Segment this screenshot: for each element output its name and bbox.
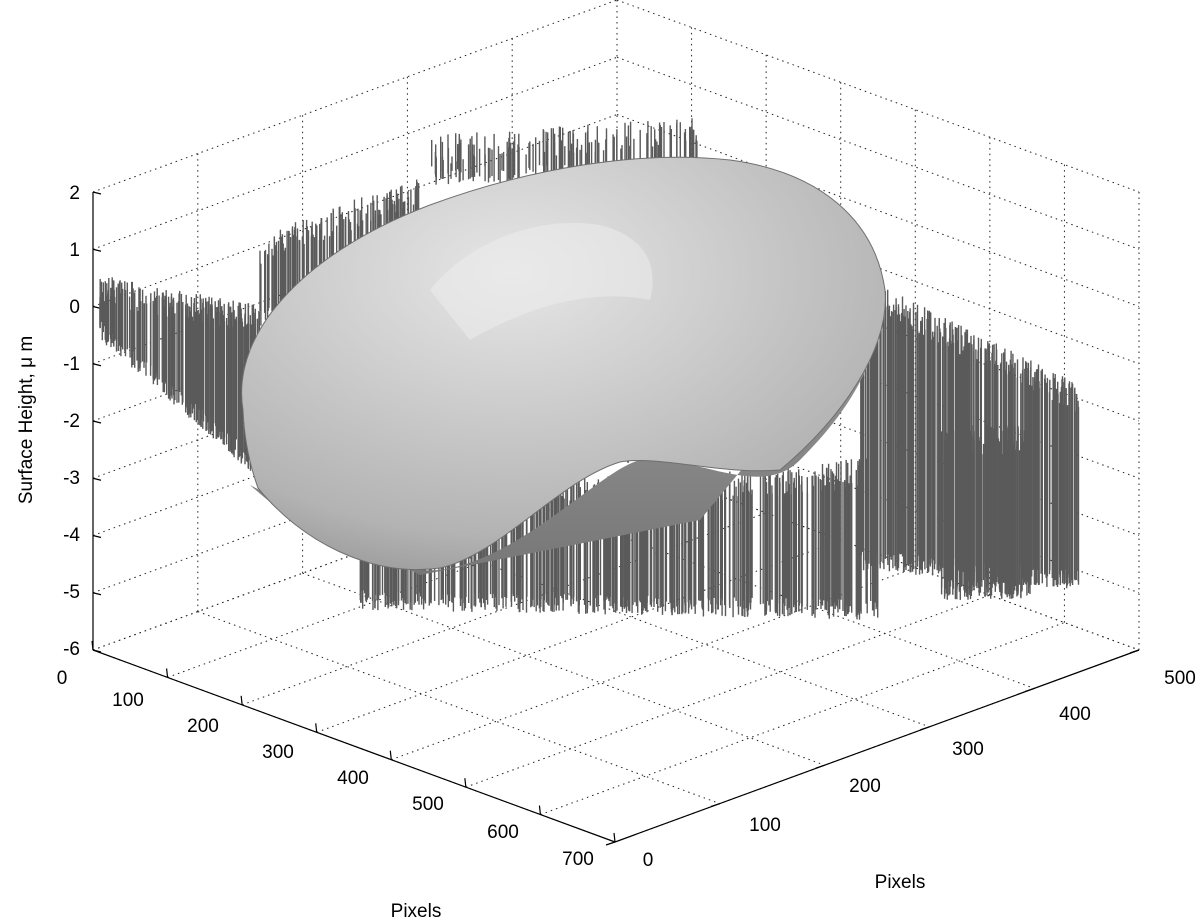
y-tick-label: 400 [1059, 704, 1091, 725]
y-tick-label: 200 [849, 776, 881, 797]
x-tick [240, 695, 243, 705]
dome-top [241, 156, 886, 571]
z-tick-label: 1 [69, 240, 80, 261]
y-tick [815, 764, 825, 769]
y-tick [1025, 687, 1035, 692]
z-tick-label: 0 [69, 297, 80, 318]
x-tick [613, 832, 616, 843]
x-tick [538, 805, 542, 815]
wall-grid-line [616, 457, 1140, 651]
x-tick-label: 300 [262, 742, 294, 763]
x-tick-label: 100 [112, 690, 144, 711]
y-tick-label: 100 [749, 815, 781, 836]
z-axis-label: Surface Height, μ m [16, 336, 37, 504]
axes [91, 191, 1140, 846]
x-tick-label: 600 [487, 822, 519, 843]
y-tick-label: 0 [643, 850, 654, 871]
x-tick [91, 640, 94, 651]
floor-grid-line [197, 611, 720, 805]
z-tick-label: -3 [63, 468, 80, 489]
x-axis-label: Pixels [391, 901, 442, 922]
dome-underside [250, 300, 882, 575]
z-tick-label: -2 [63, 411, 80, 432]
y-axis-line [614, 649, 1140, 843]
z-tick-label: -1 [63, 354, 80, 375]
y-tick [920, 726, 930, 731]
x-tick-label: 700 [562, 849, 594, 870]
y-tick [1129, 649, 1140, 654]
z-tick-label: -4 [63, 525, 80, 546]
z-tick-label: 2 [69, 183, 80, 204]
y-tick [710, 803, 720, 808]
x-tick-label: 400 [337, 768, 369, 789]
z-tick-label: -6 [63, 639, 80, 660]
z-tick [92, 191, 102, 195]
dome-crest-highlight [430, 222, 653, 340]
z-tick [92, 248, 102, 252]
z-tick [92, 420, 102, 424]
wall-grid-line [616, 56, 1140, 250]
floor-grid-line [465, 594, 991, 788]
wall-grid-line [616, 114, 1140, 307]
x-tick-label: 200 [187, 716, 219, 737]
y-tick [605, 841, 616, 846]
floor-grid-line [302, 572, 825, 766]
tick-labels: 2 1 0 -1 -2 -3 -4 -5 -6 0 100 200 300 40… [57, 183, 1196, 871]
wall-grid-line [616, 0, 1140, 193]
y-tick-label: 500 [1164, 668, 1196, 689]
wall-grid-line [92, 0, 618, 193]
z-tick [92, 592, 102, 596]
z-tick [92, 477, 102, 481]
x-tick [315, 723, 318, 733]
x-tick [389, 750, 392, 760]
floor-grid-line [512, 495, 1035, 689]
floor-grid-line [407, 534, 930, 728]
wall-grid-line [616, 171, 1140, 365]
y-axis-label: Pixels [875, 872, 926, 893]
y-tick-label: 300 [952, 739, 984, 760]
x-tick [464, 778, 467, 788]
x-tick-label: 500 [412, 794, 444, 815]
z-tick [92, 649, 102, 653]
x-tick [165, 668, 169, 678]
z-tick-label: -5 [63, 582, 80, 603]
z-tick [92, 534, 102, 539]
x-axis-line [92, 649, 616, 843]
dome-surface [241, 156, 886, 575]
wall-grid-line [616, 228, 1140, 422]
floor-grid-line [540, 622, 1065, 816]
x-tick-label: 0 [57, 668, 68, 689]
z-tick [92, 363, 102, 367]
